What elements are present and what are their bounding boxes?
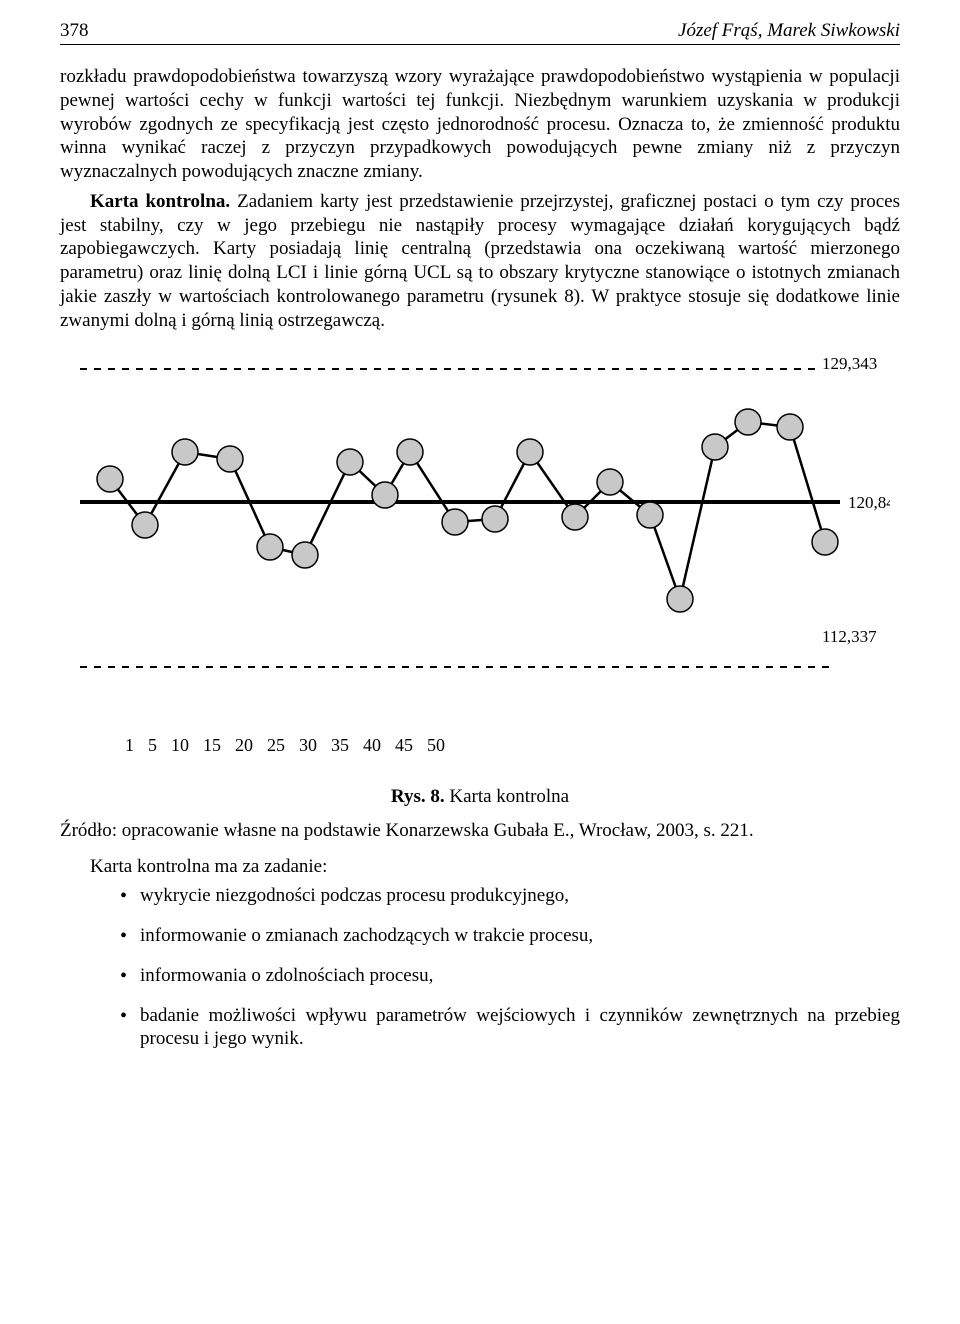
header-authors: Józef Frąś, Marek Siwkowski (678, 20, 900, 42)
x-tick: 50 (427, 735, 445, 756)
control-chart-svg: 129,343 120,84 112,337 (70, 347, 890, 727)
paragraph-2: Karta kontrolna. Zadaniem karty jest prz… (60, 190, 900, 333)
svg-text:112,337: 112,337 (822, 627, 877, 646)
svg-text:120,84: 120,84 (848, 493, 890, 512)
list-item: wykrycie niezgodności podczas procesu pr… (120, 884, 900, 908)
x-tick: 20 (235, 735, 253, 756)
list-item: informowania o zdolnościach procesu, (120, 964, 900, 988)
x-tick: 45 (395, 735, 413, 756)
x-tick: 30 (299, 735, 317, 756)
caption-bold: Rys. 8. (391, 786, 445, 807)
paragraph-2-lead: Karta kontrolna. (90, 191, 230, 212)
x-tick: 1 (125, 735, 134, 756)
control-chart: 129,343 120,84 112,337 15 10 15 20 25 30 35 40 45 5… (70, 347, 890, 756)
source-line: Źródło: opracowanie własne na podstawie … (60, 820, 900, 842)
x-tick: 25 (267, 735, 285, 756)
list-item: informowanie o zmianach zachodzących w t… (120, 924, 900, 948)
list-item: badanie możliwości wpływu parametrów wej… (120, 1004, 900, 1052)
x-tick: 40 (363, 735, 381, 756)
page-header: 378 Józef Frąś, Marek Siwkowski (60, 20, 900, 45)
bullet-intro: Karta kontrolna ma za zadanie: (90, 856, 900, 878)
figure-caption: Rys. 8. Karta kontrolna (60, 786, 900, 808)
svg-text:129,343: 129,343 (822, 354, 877, 373)
x-tick: 5 (148, 735, 157, 756)
x-axis-ticks: 15 10 15 20 25 30 35 40 45 50 (125, 735, 890, 756)
x-tick: 10 (171, 735, 189, 756)
bullet-list: wykrycie niezgodności podczas procesu pr… (120, 884, 900, 1051)
paragraph-1: rozkładu prawdopodobieństwa towarzyszą w… (60, 65, 900, 184)
x-tick: 35 (331, 735, 349, 756)
x-tick: 15 (203, 735, 221, 756)
page-number: 378 (60, 20, 89, 42)
caption-rest: Karta kontrolna (445, 786, 570, 807)
